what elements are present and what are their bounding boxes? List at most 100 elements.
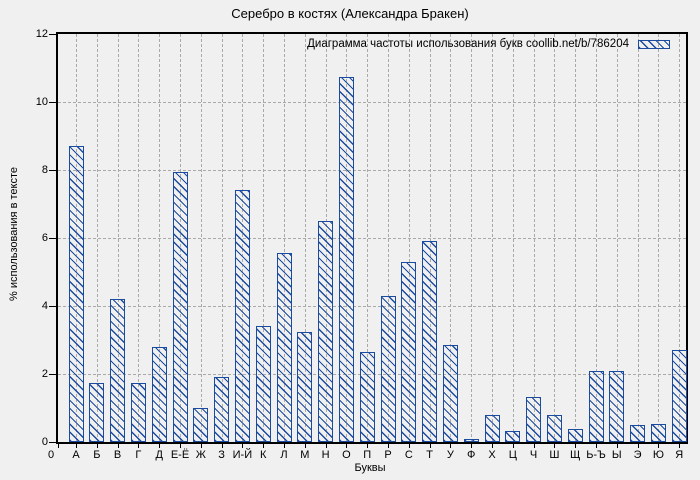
bar-З	[214, 377, 230, 442]
grid-line-y-10	[58, 102, 686, 103]
x-tick-Ч	[533, 444, 535, 448]
plot-area: Диаграмма частоты использования букв coo…	[36, 28, 688, 461]
x-tick-М	[304, 444, 306, 448]
y-tick-6	[49, 237, 56, 239]
x-tick-К	[263, 444, 265, 448]
bar-Ь-Ъ	[588, 370, 604, 442]
x-tick-В	[117, 444, 119, 448]
bar-Ю	[650, 423, 666, 442]
bar-Х	[484, 414, 500, 442]
x-tick-label-Х: Х	[488, 449, 496, 461]
x-tick-origin	[58, 444, 59, 448]
grid-line-x-Ч	[533, 34, 535, 442]
bar-Б	[89, 382, 105, 442]
x-tick-label-В: В	[113, 449, 122, 461]
grid-line-y-6	[58, 238, 686, 239]
legend-swatch	[638, 39, 670, 49]
bar-К	[255, 326, 271, 442]
x-tick-label-Е-Ё: Е-Ё	[170, 449, 190, 461]
grid-line-x-Ц	[512, 34, 514, 442]
grid-line-x-Ф	[471, 34, 473, 442]
x-tick-label-Р: Р	[384, 449, 392, 461]
x-tick-О	[346, 444, 348, 448]
x-tick-label-З: З	[218, 449, 225, 461]
y-tick-label-10: 10	[35, 96, 48, 108]
x-tick-Ю	[658, 444, 660, 448]
bar-М	[297, 331, 313, 442]
bar-Щ	[567, 428, 583, 442]
grid-line-x-З	[221, 34, 223, 442]
grid-line-x-Ь-Ъ	[596, 34, 597, 442]
x-tick-label-Ь-Ъ: Ь-Ъ	[586, 449, 606, 461]
x-tick-label-Ф: Ф	[467, 449, 476, 461]
bar-Г	[130, 382, 146, 442]
bar-Н	[318, 221, 334, 442]
grid-line-x-Щ	[575, 34, 577, 442]
bar-А	[68, 146, 84, 442]
x-tick-label-Д: Д	[155, 449, 163, 461]
x-tick-label-Т: Т	[426, 449, 433, 461]
x-tick-label-Э: Э	[633, 449, 642, 461]
x-tick-Ц	[512, 444, 514, 448]
x-tick-Б	[96, 444, 98, 448]
legend-label: Диаграмма частоты использования букв coo…	[307, 38, 629, 50]
x-tick-label-Ж: Ж	[195, 449, 206, 461]
y-tick-12	[49, 33, 56, 35]
bar-В	[110, 299, 126, 442]
grid-line-x-Ю	[658, 34, 660, 442]
x-tick-label-Щ: Щ	[570, 449, 581, 461]
x-tick-label-Б: Б	[93, 449, 101, 461]
bar-С	[401, 261, 417, 442]
grid-line-x-В	[117, 34, 119, 442]
y-tick-10	[49, 101, 56, 103]
grid-line-x-У	[450, 34, 452, 442]
x-tick-label-К: К	[259, 449, 267, 461]
x-tick-Ф	[471, 444, 473, 448]
bar-Л	[276, 253, 292, 442]
grid-line-y-4	[58, 306, 686, 307]
bar-Я	[671, 350, 687, 442]
y-tick-0	[49, 441, 56, 443]
x-tick-Г	[138, 444, 140, 448]
x-tick-label-Ю: Ю	[652, 449, 664, 461]
grid-line-x-Э	[637, 34, 639, 442]
bar-П	[359, 351, 375, 442]
y-tick-label-12: 12	[35, 28, 48, 40]
x-tick-Н	[325, 444, 327, 448]
grid-line-x-Б	[96, 34, 98, 442]
grid-line-x-М	[304, 34, 306, 442]
x-tick-Щ	[575, 444, 577, 448]
y-tick-2	[49, 373, 56, 375]
y-tick-label-6: 6	[41, 232, 48, 244]
grid-line-x-П	[367, 34, 369, 442]
x-axis-title: Буквы	[354, 462, 386, 474]
x-tick-label-О: О	[342, 449, 351, 461]
legend: Диаграмма частоты использования букв coo…	[307, 38, 670, 50]
x-tick-Ж	[200, 444, 202, 448]
x-tick-label-origin: 0	[47, 449, 55, 461]
x-tick-А	[76, 444, 77, 448]
x-tick-label-М: М	[300, 449, 310, 461]
grid-line-x-Р	[388, 34, 389, 442]
grid-line-x-С	[408, 34, 410, 442]
grid-line-x-Ж	[200, 34, 202, 442]
x-tick-Э	[637, 444, 639, 448]
x-tick-Ш	[554, 444, 556, 448]
y-tick-label-8: 8	[41, 164, 48, 176]
bar-И-Й	[234, 190, 250, 442]
y-tick-label-2: 2	[41, 368, 48, 380]
x-tick-Д	[159, 444, 161, 448]
x-tick-З	[221, 444, 223, 448]
x-tick-label-Л: Л	[280, 449, 288, 461]
x-tick-У	[450, 444, 452, 448]
x-tick-Ы	[616, 444, 618, 448]
x-tick-label-Ц: Ц	[508, 449, 517, 461]
bar-Ч	[526, 397, 542, 442]
x-tick-Х	[492, 444, 493, 448]
x-tick-Т	[429, 444, 431, 448]
x-tick-label-Ы: Ы	[611, 449, 622, 461]
y-tick-8	[49, 169, 56, 171]
bar-Е-Ё	[172, 171, 188, 442]
x-tick-label-У: У	[446, 449, 454, 461]
y-tick-label-0: 0	[41, 436, 48, 448]
